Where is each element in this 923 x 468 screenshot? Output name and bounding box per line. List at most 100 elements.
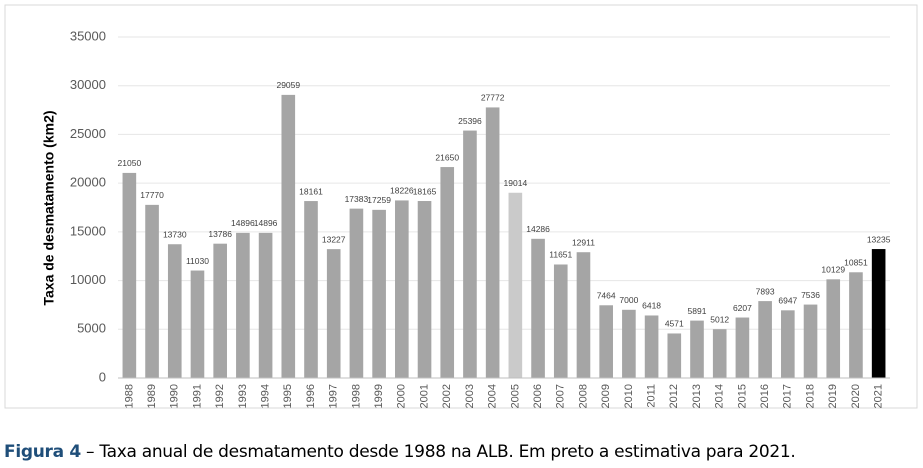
y-tick-label: 35000 (70, 28, 106, 43)
value-label: 25396 (458, 116, 482, 126)
bar (440, 167, 455, 378)
bar (712, 329, 727, 378)
bar (690, 320, 704, 378)
y-tick-label: 30000 (70, 77, 106, 92)
value-label: 17770 (140, 190, 164, 200)
x-tick-label: 1997 (328, 384, 340, 408)
y-tick-label: 5000 (77, 321, 106, 336)
value-label: 6947 (778, 296, 797, 306)
x-tick-label: 1999 (373, 384, 385, 408)
bar (803, 304, 818, 378)
x-tick-label: 2008 (577, 384, 589, 408)
x-tick-label: 2002 (441, 384, 453, 408)
value-label: 7893 (756, 286, 775, 296)
bar (463, 130, 477, 378)
bar (417, 201, 432, 378)
bar (304, 201, 318, 378)
value-label: 4571 (665, 319, 684, 329)
x-tick-label: 1991 (191, 384, 203, 408)
caption-text: – Taxa anual de desmatamento desde 1988 … (86, 442, 796, 462)
value-label: 27772 (481, 93, 505, 103)
value-label: 18165 (413, 186, 437, 196)
x-tick-label: 1993 (237, 384, 249, 408)
x-tick-label: 1989 (146, 384, 158, 408)
bar (781, 310, 795, 378)
value-label: 6418 (642, 301, 661, 311)
x-tick-label: 2001 (418, 384, 430, 408)
value-label: 7464 (597, 291, 616, 301)
bar (281, 94, 296, 378)
value-label: 11651 (549, 250, 572, 260)
bar (372, 209, 386, 378)
chart-border (4, 4, 918, 409)
value-label: 13227 (322, 234, 346, 244)
y-tick-label: 20000 (70, 175, 106, 190)
value-label: 13730 (163, 229, 187, 239)
y-axis-title: Taxa de desmatamento (km2) (41, 110, 57, 305)
value-label: 11030 (186, 256, 209, 266)
bar (553, 264, 568, 378)
bar (576, 252, 591, 378)
bar (236, 232, 250, 378)
bar (599, 305, 613, 378)
x-tick-label: 2018 (804, 384, 816, 408)
caption: Figura 4 – Taxa anual de desmatamento de… (4, 442, 796, 462)
x-tick-label: 2012 (668, 384, 680, 408)
value-label: 5012 (710, 314, 729, 324)
value-label: 21050 (118, 158, 142, 168)
chart: Taxa de desmatamento (km2) 0 5000 10000 150… (4, 4, 918, 409)
x-tick-label: 2006 (532, 384, 544, 408)
value-label: 12911 (572, 237, 595, 247)
x-tick-label: 2011 (645, 384, 657, 408)
bar (849, 272, 863, 378)
value-label: 17259 (367, 195, 391, 205)
value-label: 13786 (208, 229, 232, 239)
x-tick-label: 1996 (305, 384, 317, 408)
x-tick-label: 1995 (282, 384, 294, 408)
x-tick-label: 1992 (214, 384, 226, 408)
bar (349, 208, 364, 378)
bar (485, 107, 500, 378)
bar (622, 309, 636, 378)
value-label: 14896 (254, 218, 278, 228)
y-tick-label: 25000 (70, 126, 106, 141)
value-label: 14896 (231, 218, 255, 228)
x-tick-label: 2009 (600, 384, 612, 408)
value-label: 7000 (619, 295, 638, 305)
x-tick-label: 2014 (714, 384, 726, 408)
y-tick-label: 15000 (70, 223, 106, 238)
bar (758, 301, 772, 378)
x-tick-label: 2000 (396, 384, 408, 408)
x-tick-label: 2015 (736, 384, 748, 408)
value-label: 19014 (504, 178, 528, 188)
value-label: 5891 (688, 306, 707, 316)
bar (508, 192, 523, 378)
value-label: 6207 (733, 303, 752, 313)
x-tick-label: 2016 (759, 384, 771, 408)
bar (826, 279, 841, 378)
caption-label: Figura 4 (4, 442, 81, 462)
bar (644, 315, 659, 378)
bar (735, 317, 750, 378)
bar (145, 204, 159, 378)
value-label: 18226 (390, 186, 414, 196)
x-tick-label: 2017 (782, 384, 794, 408)
value-label: 18161 (299, 186, 323, 196)
x-tick-label: 1998 (350, 384, 362, 408)
x-tick-label: 2020 (850, 384, 862, 408)
bar (871, 249, 886, 378)
bar (213, 243, 227, 378)
x-tick-label: 2010 (623, 384, 635, 408)
bar (190, 270, 205, 378)
x-tick-label: 2019 (827, 384, 839, 408)
x-tick-label: 2013 (691, 384, 703, 408)
bar (167, 244, 182, 378)
value-label: 14286 (526, 224, 550, 234)
x-tick-label: 2007 (555, 384, 567, 408)
value-label: 29059 (276, 80, 300, 90)
x-tick-label: 2005 (509, 384, 521, 408)
x-tick-label: 2004 (487, 384, 499, 408)
value-label: 17383 (345, 194, 369, 204)
x-tick-label: 1994 (259, 384, 271, 408)
